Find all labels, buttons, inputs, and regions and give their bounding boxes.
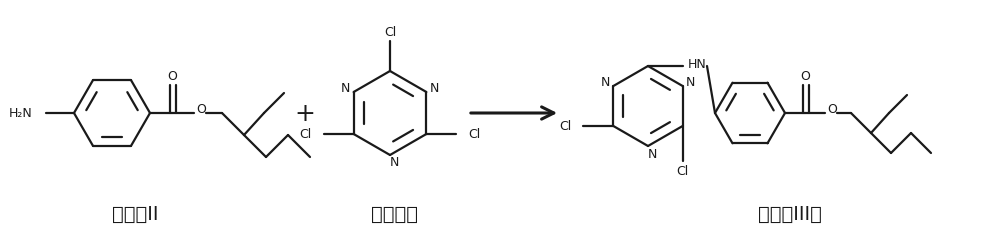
Text: O: O	[196, 103, 206, 116]
Text: N: N	[341, 82, 350, 95]
Text: +: +	[295, 102, 315, 125]
Text: 中间体III；: 中间体III；	[758, 204, 822, 223]
Text: O: O	[167, 70, 177, 83]
Text: O: O	[800, 70, 810, 83]
Text: Cl: Cl	[559, 120, 571, 133]
Text: HN: HN	[688, 58, 706, 71]
Text: N: N	[430, 82, 439, 95]
Text: N: N	[389, 156, 399, 169]
Text: N: N	[647, 147, 657, 160]
Text: Cl: Cl	[299, 128, 312, 141]
Text: N: N	[601, 76, 610, 89]
Text: N: N	[686, 76, 695, 89]
Text: 三聚氯嗪: 三聚氯嗪	[372, 204, 418, 223]
Text: Cl: Cl	[384, 26, 396, 39]
Text: 中间体II: 中间体II	[112, 204, 158, 223]
Text: O: O	[827, 103, 837, 116]
Text: Cl: Cl	[677, 165, 689, 178]
Text: Cl: Cl	[468, 128, 481, 141]
Text: H₂N: H₂N	[8, 107, 32, 120]
